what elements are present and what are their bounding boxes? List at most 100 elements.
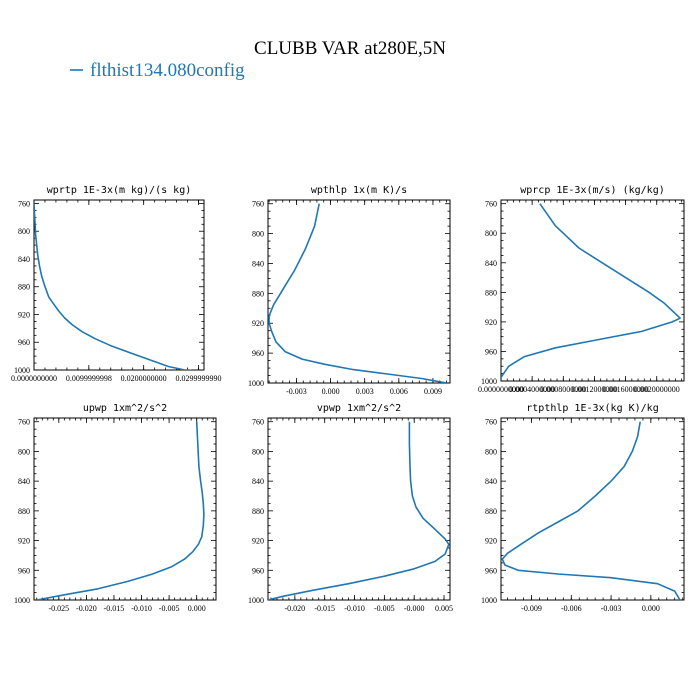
y-tick-label: 880 [485,288,497,297]
panel-title: vpwp 1xm^2/s^2 [317,403,401,414]
panel-2: wpthlp 1x(m K)/s 760 800 840 880 920 960 1000 -0… [248,185,451,396]
panel-title: wpthlp 1x(m K)/s [311,185,407,196]
series-line [34,203,192,370]
y-tick-label: 880 [18,507,30,516]
x-tick-label: 0.0099999998 [66,374,112,383]
panel-6: rtpthlp 1E-3x(kg K)/kg 760 800 840 880 920 960… [481,403,685,613]
y-tick-label: 760 [252,418,264,427]
y-tick-label: 760 [485,200,497,209]
panel-title: upwp 1xm^2/s^2 [83,403,167,414]
x-tick-label: 0.0008000000 [540,385,586,394]
y-tick-label: 920 [485,318,497,327]
x-tick-label: 0.000 [642,604,660,613]
x-tick-label: 0.0004000000 [509,385,555,394]
x-tick-label: 0.000 [188,604,206,613]
x-tick-label: 0.0012000000 [571,385,617,394]
y-tick-label: 960 [485,347,497,356]
plot-frame [33,417,217,601]
plot-frame [267,417,451,601]
legend-label: flthist134.080config [90,60,245,81]
y-tick-label: 760 [18,418,30,427]
x-tick-label: 0.006 [390,387,408,396]
x-tick-label: -0.010 [344,604,365,613]
x-tick-label: -0.015 [314,604,335,613]
y-tick-label: 840 [18,255,30,264]
y-tick-label: 800 [252,447,264,456]
series-line [501,421,681,600]
x-tick-label: -0.003 [286,387,307,396]
x-tick-label: -0.009 [521,604,542,613]
x-tick-label: -0.003 [601,604,622,613]
y-tick-label: 800 [485,229,497,238]
y-tick-label: 960 [252,349,264,358]
y-tick-label: 1000 [14,596,30,605]
panel-title: wprcp 1E-3x(m/s) (kg/kg) [520,185,665,196]
plot-frame [500,417,685,601]
panel-4: upwp 1xm^2/s^2 760 800 840 880 920 960 1000 -0.0… [14,403,217,613]
y-tick-label: 880 [252,289,264,298]
y-tick-label: 920 [252,319,264,328]
x-tick-label: 0.0000000000 [478,385,524,394]
y-tick-label: 1000 [248,596,264,605]
x-tick-label: 0.009 [424,387,442,396]
x-tick-label: 0.0016000000 [603,385,649,394]
x-tick-label: -0.005 [159,604,180,613]
panel-5: vpwp 1xm^2/s^2 760 800 840 880 920 960 1000 -0.0… [248,403,453,613]
x-tick-label: 0.0000000000 [11,374,57,383]
y-tick-label: 840 [252,259,264,268]
y-tick-label: 760 [18,199,30,208]
x-tick-label: 0.0200000000 [121,374,167,383]
x-tick-label: -0.025 [48,604,69,613]
series-line [501,203,681,378]
y-tick-label: 960 [252,566,264,575]
x-tick-label: 0.0020000000 [634,385,680,394]
y-tick-label: 1000 [481,377,497,386]
x-tick-label: -0.000 [404,604,425,613]
x-tick-label: -0.015 [104,604,125,613]
plot-frame [500,199,685,382]
x-tick-label: 0.0299999990 [176,374,222,383]
x-tick-label: -0.020 [76,604,97,613]
y-tick-label: 840 [252,477,264,486]
x-tick-label: 0.003 [356,387,374,396]
x-tick-label: -0.005 [374,604,395,613]
y-tick-label: 760 [252,200,264,209]
y-tick-label: 800 [18,227,30,236]
y-tick-label: 920 [485,537,497,546]
panel-3: wprcp 1E-3x(m/s) (kg/kg) 760 800 840 880 920 9… [478,185,685,394]
y-tick-label: 1000 [248,379,264,388]
y-tick-label: 800 [252,230,264,239]
y-tick-label: 960 [485,566,497,575]
figure-title: CLUBB VAR at280E,5N [254,38,446,59]
y-tick-label: 880 [252,507,264,516]
y-tick-label: 1000 [481,596,497,605]
series-line [268,203,447,383]
x-tick-label: -0.010 [131,604,152,613]
x-tick-label: 0.005 [435,604,453,613]
y-tick-label: 960 [18,566,30,575]
plot-frame [267,199,451,384]
series-line [36,421,205,600]
y-tick-label: 880 [18,283,30,292]
y-tick-label: 960 [18,338,30,347]
y-tick-label: 1000 [14,366,30,375]
y-tick-label: 840 [485,259,497,268]
panel-title: wprtp 1E-3x(m kg)/(s kg) [47,185,192,196]
y-tick-label: 920 [252,537,264,546]
x-tick-label: -0.020 [285,604,306,613]
y-tick-label: 760 [485,418,497,427]
series-line [268,421,450,600]
x-tick-label: 0.000 [322,387,340,396]
panels: wprtp 1E-3x(m kg)/(s kg) 760 800 840 880 920 9… [11,185,685,613]
y-tick-label: 840 [485,477,497,486]
y-tick-label: 920 [18,537,30,546]
y-tick-label: 840 [18,477,30,486]
y-tick-label: 920 [18,310,30,319]
y-tick-label: 880 [485,507,497,516]
x-tick-label: -0.006 [561,604,582,613]
plot-frame [33,199,205,371]
panel-1: wprtp 1E-3x(m kg)/(s kg) 760 800 840 880 920 9… [11,185,222,383]
y-tick-label: 800 [485,447,497,456]
